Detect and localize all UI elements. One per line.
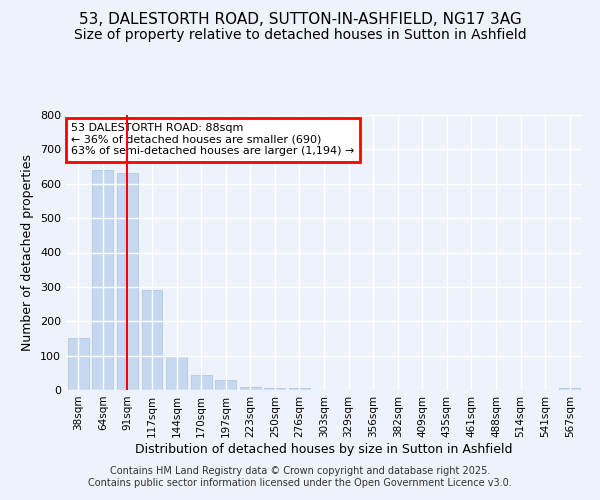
Bar xyxy=(289,388,310,390)
Bar xyxy=(117,174,138,390)
Bar xyxy=(142,290,163,390)
Bar xyxy=(559,388,580,390)
Bar xyxy=(215,380,236,390)
Text: 53 DALESTORTH ROAD: 88sqm
← 36% of detached houses are smaller (690)
63% of semi: 53 DALESTORTH ROAD: 88sqm ← 36% of detac… xyxy=(71,123,355,156)
Bar xyxy=(191,374,212,390)
Bar xyxy=(166,356,187,390)
Bar xyxy=(265,388,286,390)
Bar xyxy=(68,338,89,390)
Text: 53, DALESTORTH ROAD, SUTTON-IN-ASHFIELD, NG17 3AG: 53, DALESTORTH ROAD, SUTTON-IN-ASHFIELD,… xyxy=(79,12,521,28)
Bar xyxy=(92,170,113,390)
Text: Contains HM Land Registry data © Crown copyright and database right 2025.
Contai: Contains HM Land Registry data © Crown c… xyxy=(88,466,512,487)
Text: Size of property relative to detached houses in Sutton in Ashfield: Size of property relative to detached ho… xyxy=(74,28,526,42)
Y-axis label: Number of detached properties: Number of detached properties xyxy=(22,154,34,351)
X-axis label: Distribution of detached houses by size in Sutton in Ashfield: Distribution of detached houses by size … xyxy=(135,442,513,456)
Bar xyxy=(240,386,261,390)
